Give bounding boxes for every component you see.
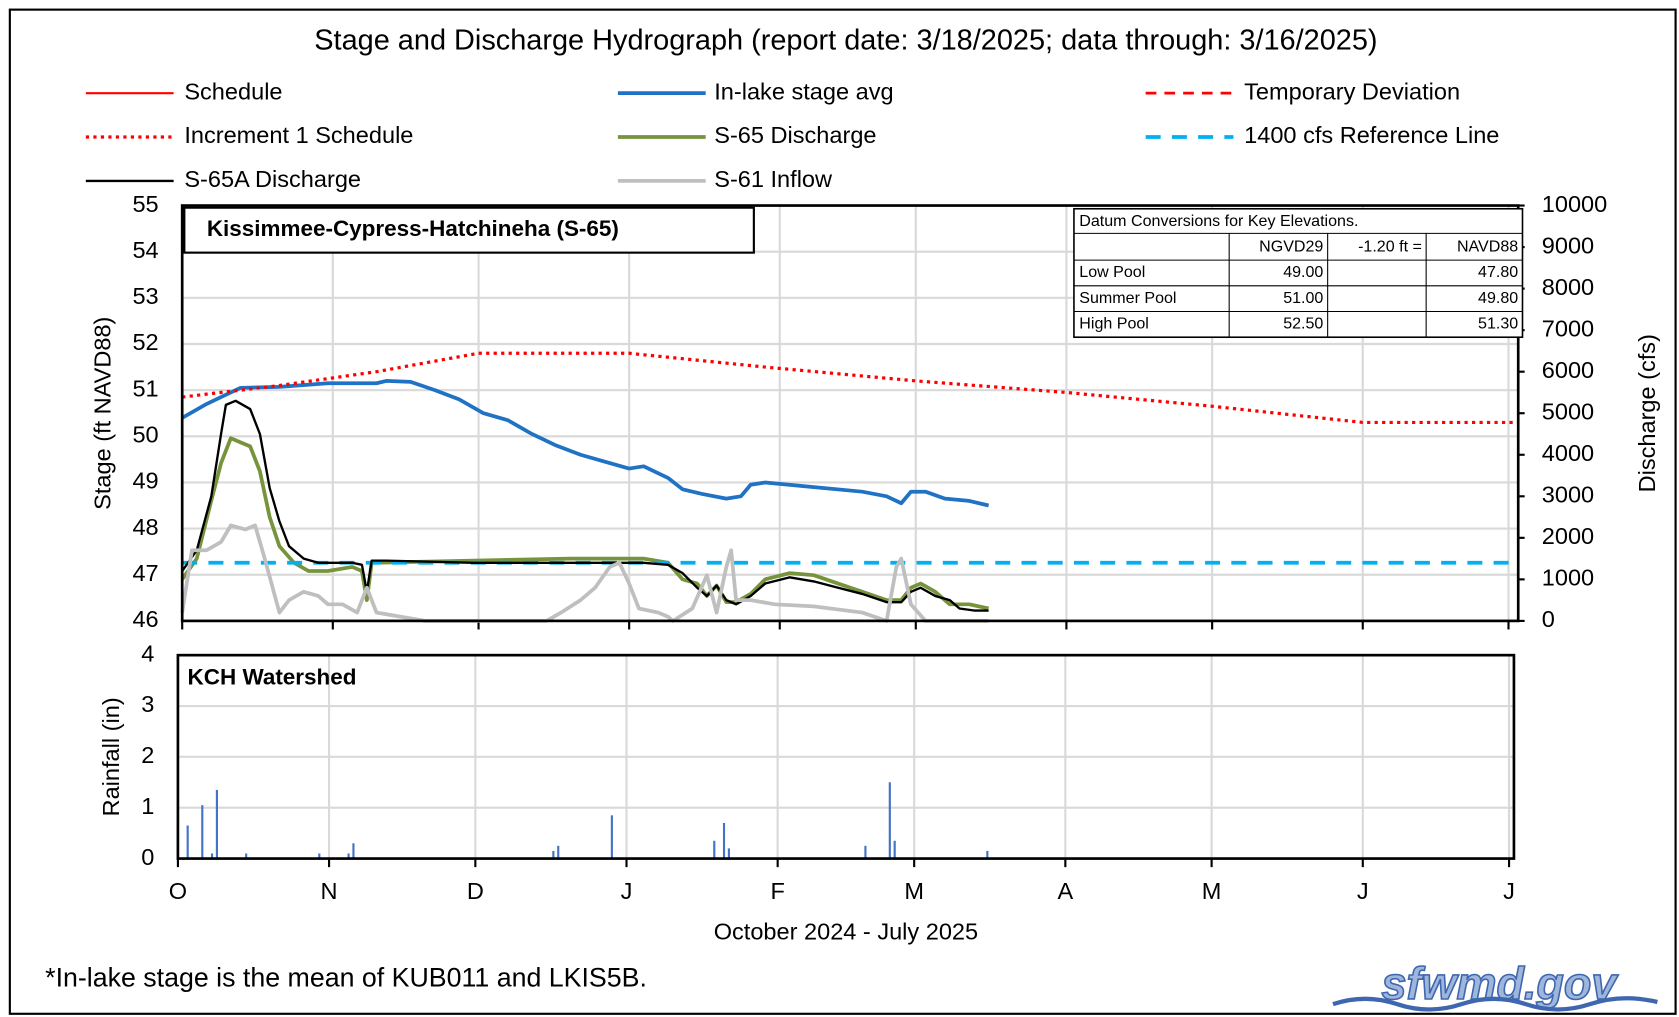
rain-bar bbox=[245, 853, 248, 859]
legend-label: 1400 cfs Reference Line bbox=[1244, 122, 1499, 148]
rain-bar bbox=[727, 848, 730, 859]
y2-tick-label: 0 bbox=[1542, 606, 1555, 632]
logo: sfwmd.gov bbox=[1332, 957, 1658, 1012]
y-tick-label: 3 bbox=[141, 691, 154, 717]
y-tick-label: 53 bbox=[132, 283, 158, 309]
series-layer bbox=[180, 351, 1519, 623]
panel-label-box bbox=[183, 206, 755, 254]
panel-label: KCH Watershed bbox=[188, 665, 357, 690]
table-cell: 49.00 bbox=[1283, 263, 1323, 281]
rain-bar bbox=[352, 843, 355, 859]
y-tick-label: 52 bbox=[132, 329, 158, 355]
legend-label: Increment 1 Schedule bbox=[184, 122, 413, 148]
logo-text: sfwmd.gov bbox=[1382, 958, 1620, 1009]
y-tick-label: 50 bbox=[132, 422, 158, 448]
outer-border bbox=[8, 8, 1677, 1015]
rain-bar bbox=[864, 845, 867, 859]
legend-label: In-lake stage avg bbox=[714, 78, 893, 104]
table-row-label: High Pool bbox=[1079, 315, 1149, 333]
y2-tick-label: 7000 bbox=[1542, 315, 1594, 341]
y-tick-label: 47 bbox=[132, 560, 158, 586]
rain-bar bbox=[210, 853, 214, 859]
legend-label: Temporary Deviation bbox=[1244, 78, 1460, 104]
table-header: NGVD29 bbox=[1259, 238, 1323, 256]
logo-wave bbox=[1332, 996, 1658, 1012]
rain-bar bbox=[888, 782, 891, 859]
x-tick-label: M bbox=[1202, 878, 1222, 904]
series-line bbox=[182, 351, 1519, 425]
x-axis-title: October 2024 - July 2025 bbox=[714, 919, 978, 945]
plot-frame bbox=[180, 204, 1520, 623]
footnote: *In-lake stage is the mean of KUB011 and… bbox=[45, 963, 647, 993]
legend-label: Schedule bbox=[184, 78, 282, 104]
rain-bar bbox=[318, 853, 321, 859]
y-tick-label: 55 bbox=[132, 191, 158, 217]
rain-bar bbox=[713, 840, 716, 859]
table-row-label: Summer Pool bbox=[1079, 289, 1176, 307]
datum-table: Datum Conversions for Key Elevations. NGV… bbox=[1073, 207, 1524, 339]
y-tick-label: 0 bbox=[141, 844, 154, 870]
table-cell: 52.50 bbox=[1283, 315, 1323, 333]
table-cell: 49.80 bbox=[1478, 289, 1518, 307]
y2-tick-label: 8000 bbox=[1542, 274, 1594, 300]
legend-label: S-65 Discharge bbox=[714, 122, 876, 148]
rain-bar bbox=[722, 822, 726, 859]
y2-tick-label: 10000 bbox=[1542, 191, 1607, 217]
x-tick-label: N bbox=[321, 878, 338, 904]
table-header: -1.20 ft = bbox=[1358, 238, 1422, 256]
y-tick-label: 1 bbox=[141, 793, 154, 819]
legend-label: S-65A Discharge bbox=[184, 166, 361, 192]
x-tick-label: A bbox=[1057, 878, 1073, 904]
chart-title: Stage and Discharge Hydrograph (report d… bbox=[314, 24, 1377, 56]
x-tick-label: J bbox=[1503, 878, 1515, 904]
y2-tick-label: 2000 bbox=[1542, 523, 1594, 549]
series-line bbox=[181, 399, 989, 612]
x-tick-label: M bbox=[904, 878, 924, 904]
x-tick-label: F bbox=[770, 878, 784, 904]
rain-bar bbox=[215, 789, 218, 859]
plot-frame bbox=[176, 653, 1516, 860]
rain-bar bbox=[347, 853, 350, 859]
legend-label: S-61 Inflow bbox=[714, 166, 833, 192]
y-tick-label: 48 bbox=[132, 514, 158, 540]
x-tick-label: O bbox=[169, 878, 187, 904]
series-line bbox=[181, 379, 990, 508]
y-tick-label: 49 bbox=[132, 468, 158, 494]
y2-tick-label: 6000 bbox=[1542, 357, 1594, 383]
table-cell: 51.30 bbox=[1478, 315, 1518, 333]
y-axis-title: Stage (ft NAVD88) bbox=[89, 317, 115, 510]
x-tick-label: J bbox=[1357, 878, 1369, 904]
table-header: NAVD88 bbox=[1457, 238, 1518, 256]
y2-tick-label: 3000 bbox=[1542, 482, 1594, 508]
rain-bar bbox=[552, 850, 555, 859]
y2-tick-label: 9000 bbox=[1542, 232, 1594, 258]
rain-bar bbox=[201, 805, 204, 859]
y-tick-label: 46 bbox=[132, 606, 158, 632]
table-title: Datum Conversions for Key Elevations. bbox=[1079, 212, 1358, 230]
table-row-label: Low Pool bbox=[1079, 263, 1145, 281]
table-cell: 51.00 bbox=[1283, 289, 1323, 307]
y-tick-label: 4 bbox=[141, 640, 154, 666]
y-tick-label: 51 bbox=[132, 375, 158, 401]
y2-tick-label: 4000 bbox=[1542, 440, 1594, 466]
y2-tick-label: 5000 bbox=[1542, 398, 1594, 424]
rain-bar bbox=[557, 845, 560, 859]
x-tick-label: D bbox=[467, 878, 484, 904]
rain-bar bbox=[893, 840, 896, 859]
table-bg bbox=[1073, 207, 1524, 339]
panel-label: Kissimmee-Cypress-Hatchineha (S-65) bbox=[207, 216, 619, 241]
series-line bbox=[180, 523, 989, 623]
table-cell: 47.80 bbox=[1478, 263, 1518, 281]
rain-bar bbox=[186, 825, 189, 859]
y2-axis-title: Discharge (cfs) bbox=[1634, 334, 1660, 492]
y2-tick-label: 1000 bbox=[1542, 565, 1594, 591]
rain-bar bbox=[986, 850, 989, 859]
plots: 46 47 48 49 50 51 52 53 54 55 0 1000 2000 3000 4000 500… bbox=[85, 78, 1660, 945]
y-tick-label: 54 bbox=[132, 237, 158, 263]
rain-bar bbox=[610, 815, 613, 859]
y-tick-label: 2 bbox=[141, 742, 154, 768]
x-tick-label: J bbox=[621, 878, 633, 904]
y-axis-title: Rainfall (in) bbox=[98, 697, 124, 816]
